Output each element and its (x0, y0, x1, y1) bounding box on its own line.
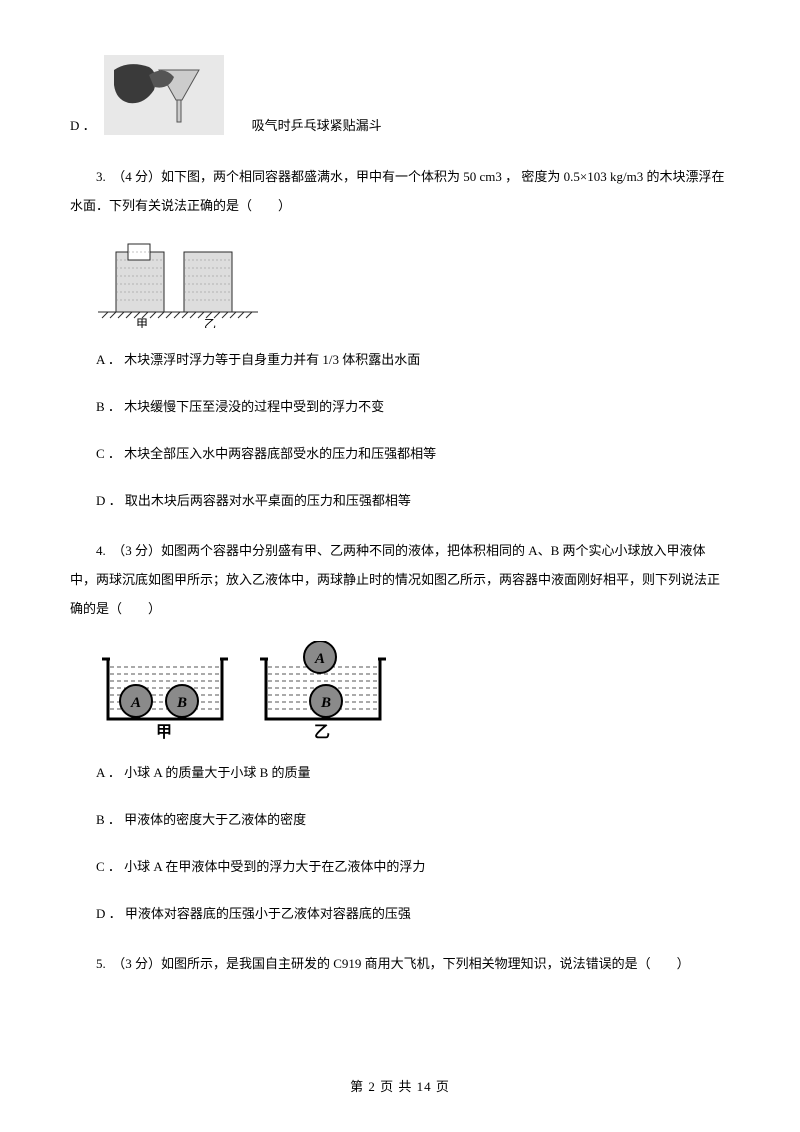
svg-text:甲: 甲 (156, 723, 172, 741)
svg-text:B: B (320, 695, 331, 711)
q4-option-a: A ． 小球 A 的质量大于小球 B 的质量 (70, 763, 730, 784)
svg-text:B: B (176, 695, 187, 711)
svg-text:乙: 乙 (314, 724, 330, 741)
q3-option-d: D ． 取出木块后两容器对水平桌面的压力和压强都相等 (70, 491, 730, 512)
q3-option-b: B ． 木块缓慢下压至浸没的过程中受到的浮力不变 (70, 397, 730, 418)
q3-option-a: A ． 木块漂浮时浮力等于自身重力并有 1/3 体积露出水面 (70, 350, 730, 371)
svg-text:A: A (314, 651, 325, 667)
funnel-ball-photo (104, 55, 224, 135)
q4-option-b: B ． 甲液体的密度大于乙液体的密度 (70, 810, 730, 831)
svg-text:A: A (130, 695, 141, 711)
q4-option-d: D ． 甲液体对容器底的压强小于乙液体对容器底的压强 (70, 904, 730, 925)
q4-stem: 4. （3 分）如图两个容器中分别盛有甲、乙两种不同的液体，把体积相同的 A、B… (70, 537, 730, 623)
q3-figure: 甲 乙 (98, 238, 258, 328)
q4-option-c: C ． 小球 A 在甲液体中受到的浮力大于在乙液体中的浮力 (70, 857, 730, 878)
page-footer: 第 2 页 共 14 页 (0, 1077, 800, 1097)
q3-stem: 3. （4 分）如下图，两个相同容器都盛满水，甲中有一个体积为 50 cm3 ，… (70, 163, 730, 220)
option-d-text: 吸气时乒乓球紧贴漏斗 (252, 116, 382, 136)
q3-option-c: C ． 木块全部压入水中两容器底部受水的压力和压强都相等 (70, 444, 730, 465)
option-d-with-image: D ． 吸气时乒乓球紧贴漏斗 (70, 55, 730, 135)
q3-label-right: 乙 (204, 317, 216, 328)
q3-label-left: 甲 (136, 317, 148, 328)
q5-stem: 5. （3 分）如图所示，是我国自主研发的 C919 商用大飞机，下列相关物理知… (70, 950, 730, 979)
q4-figure: A B 甲 A B 乙 (98, 641, 388, 741)
option-d-label: D ． (70, 116, 96, 136)
